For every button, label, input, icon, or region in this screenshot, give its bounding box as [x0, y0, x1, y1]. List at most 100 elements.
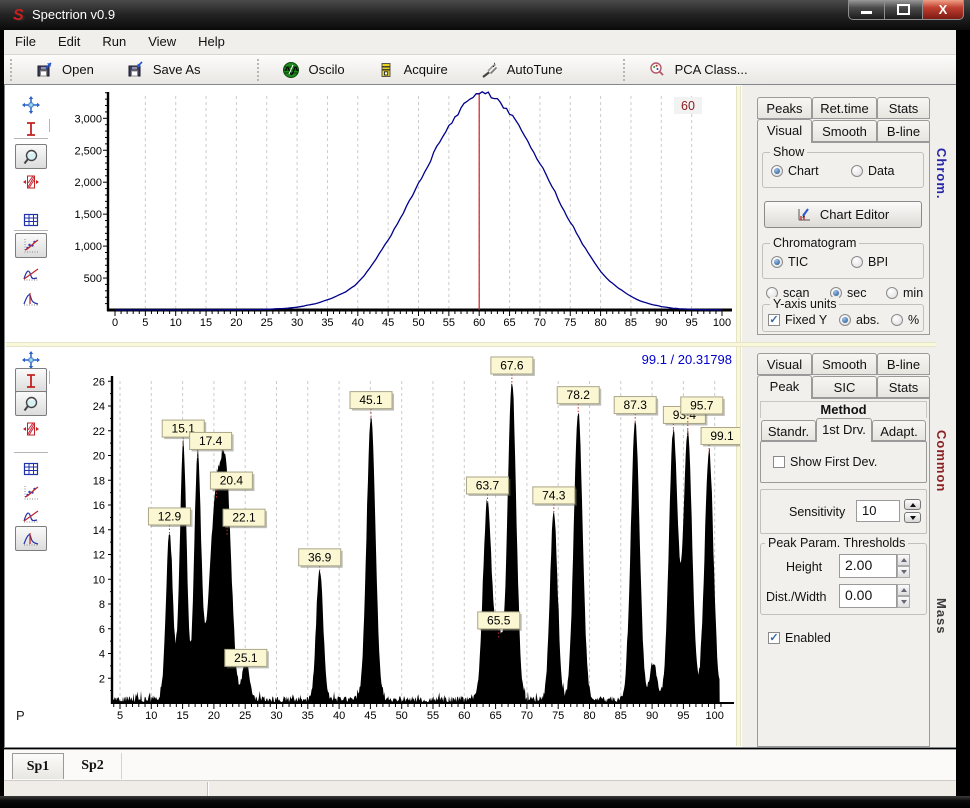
tab-rettime[interactable]: Ret.time	[812, 97, 877, 119]
height-down-button[interactable]	[897, 566, 910, 578]
x-tick-label: 60	[458, 710, 470, 722]
title-bar[interactable]: S S Spectrion v0.9 X	[0, 0, 970, 30]
menu-edit[interactable]: Edit	[47, 30, 91, 54]
curve-icon[interactable]	[15, 261, 47, 286]
saveas-button[interactable]: Save As	[110, 57, 217, 83]
tab-stats2[interactable]: Stats	[877, 376, 930, 398]
window-title: Spectrion v0.9	[32, 0, 115, 30]
chart-editor-button[interactable]: Chart Editor	[764, 201, 922, 228]
tab-visual[interactable]: Visual	[757, 119, 812, 143]
fit-icon[interactable]	[15, 233, 47, 258]
tab-bline[interactable]: B-line	[877, 120, 930, 142]
radio-data[interactable]	[851, 165, 863, 177]
doc-tab-sp2[interactable]: Sp2	[64, 753, 122, 779]
menu-help[interactable]: Help	[187, 30, 236, 54]
open-button[interactable]: Open	[19, 57, 110, 83]
enabled-checkbox[interactable]	[768, 632, 780, 644]
chart-editor-icon	[797, 207, 812, 222]
radio-bpi-label: BPI	[868, 255, 888, 269]
curve-icon[interactable]	[15, 503, 47, 528]
height-up-button[interactable]	[897, 554, 910, 566]
x-tick-label: 25	[261, 317, 273, 329]
tab-bline2[interactable]: B-line	[877, 353, 930, 375]
svg-text:78.2: 78.2	[567, 388, 591, 402]
radio-min[interactable]	[886, 287, 898, 299]
horizontal-splitter[interactable]	[6, 342, 936, 347]
height-value[interactable]: 2.00	[839, 554, 897, 578]
pca-class-button[interactable]: PCA Class...	[632, 57, 764, 83]
tab-visual2[interactable]: Visual	[757, 353, 812, 375]
tab-peak[interactable]: Peak	[757, 375, 812, 399]
acquire-icon	[377, 61, 395, 79]
acquire-button[interactable]: Acquire	[361, 57, 464, 83]
peaks-icon[interactable]	[15, 286, 47, 311]
show-first-dev-checkbox[interactable]	[773, 456, 785, 468]
dist-up-button[interactable]	[897, 584, 910, 596]
dist-width-value[interactable]: 0.00	[839, 584, 897, 608]
y-tick-label: 1,000	[74, 241, 102, 253]
oscilo-button[interactable]: Oscilo	[266, 57, 361, 83]
pca-class-label: PCA Class...	[675, 62, 748, 77]
toolbar-gripper[interactable]	[257, 59, 262, 81]
tab-sic[interactable]: SIC	[812, 376, 877, 398]
spectrum-chart[interactable]: 5101520253035404550556065707580859095100…	[56, 348, 740, 726]
pan-icon[interactable]	[15, 92, 47, 117]
up-arrow-icon	[910, 503, 916, 507]
show-group: Show Chart Data	[762, 152, 924, 188]
tab-stats[interactable]: Stats	[877, 97, 930, 119]
chromatogram-chart[interactable]: 0510152025303540455055606570758085909510…	[56, 88, 740, 340]
x-tick-label: 15	[200, 317, 212, 329]
tab-peaks[interactable]: Peaks	[757, 97, 812, 119]
radio-percent[interactable]	[891, 314, 903, 326]
menu-run[interactable]: Run	[91, 30, 137, 54]
side-tab-chrom[interactable]: Chrom.	[934, 148, 949, 200]
sensitivity-value[interactable]: 10	[856, 500, 900, 522]
radio-bpi[interactable]	[851, 256, 863, 268]
zoom-icon[interactable]	[15, 391, 47, 416]
chart-editor-label: Chart Editor	[820, 207, 889, 222]
menu-file[interactable]: File	[4, 30, 47, 54]
side-tab-mass[interactable]: Mass	[934, 598, 949, 635]
sensitivity-down-button[interactable]	[904, 512, 921, 523]
autotune-button[interactable]: ♪ AutoTune	[464, 57, 579, 83]
fixed-y-checkbox[interactable]	[768, 314, 780, 326]
radio-sec-label: sec	[847, 286, 866, 300]
table-icon[interactable]	[15, 456, 47, 481]
peak-label: 45.1	[350, 392, 394, 419]
x-tick-label: 5	[117, 710, 123, 722]
doc-tab-sp1[interactable]: Sp1	[12, 753, 64, 779]
fit-icon[interactable]	[15, 480, 47, 505]
stretch-icon	[22, 173, 40, 191]
menu-view[interactable]: View	[137, 30, 187, 54]
tab-1st-drv[interactable]: 1st Drv.	[816, 418, 872, 442]
dist-down-button[interactable]	[897, 596, 910, 608]
sensitivity-up-button[interactable]	[904, 499, 921, 510]
app-icon: S S	[9, 6, 27, 24]
close-button[interactable]: X	[922, 0, 964, 20]
tab-adapt[interactable]: Adapt.	[872, 420, 926, 441]
radio-tic[interactable]	[771, 256, 783, 268]
radio-abs[interactable]	[839, 314, 851, 326]
toolbar-gripper[interactable]	[10, 59, 15, 81]
table-icon[interactable]	[15, 207, 47, 232]
radio-data-label: Data	[868, 164, 894, 178]
range-icon[interactable]	[15, 368, 47, 393]
side-tab-common[interactable]: Common	[934, 430, 949, 492]
toolbar-gripper[interactable]	[623, 59, 628, 81]
minimize-button[interactable]	[848, 0, 885, 20]
yaxis-units-group: Y-axis units Fixed Y abs. %	[762, 304, 924, 332]
stretch-icon[interactable]	[15, 169, 47, 194]
tab-smooth2[interactable]: Smooth	[812, 353, 877, 375]
show-group-title: Show	[770, 145, 807, 159]
tab-smooth[interactable]: Smooth	[812, 120, 877, 142]
stretch-icon[interactable]	[15, 416, 47, 441]
tab-standr[interactable]: Standr.	[761, 420, 816, 441]
acquire-label: Acquire	[404, 62, 448, 77]
radio-chart[interactable]	[771, 165, 783, 177]
maximize-button[interactable]	[885, 0, 922, 20]
y-tick-label: 2,500	[74, 145, 102, 157]
peaks-icon	[22, 530, 40, 548]
zoom-icon[interactable]	[15, 144, 47, 169]
peaks-icon[interactable]	[15, 526, 47, 551]
y-tick-label: 4	[99, 649, 105, 661]
